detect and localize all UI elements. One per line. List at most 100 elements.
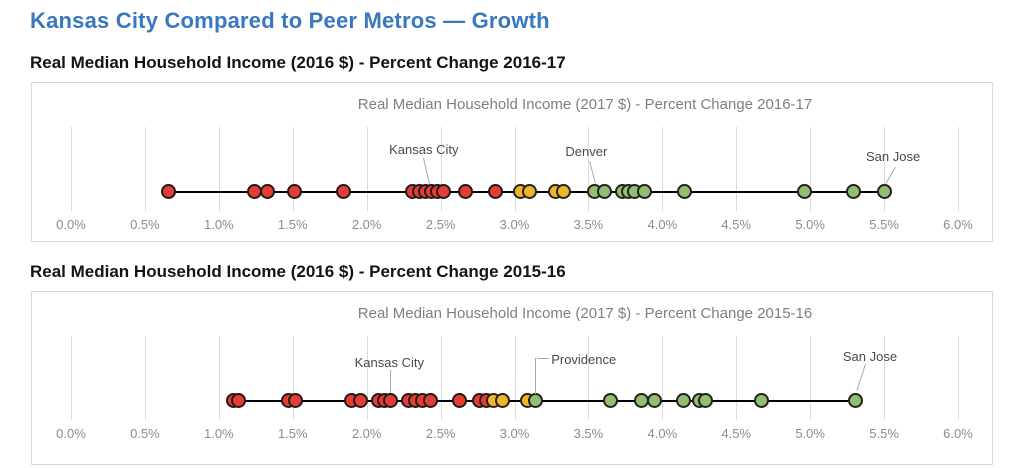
data-point <box>697 393 713 408</box>
leader-line <box>535 358 537 394</box>
x-tick-label: 3.0% <box>499 217 530 232</box>
data-point <box>848 393 864 408</box>
x-tick-label: 5.0% <box>795 217 825 232</box>
data-point <box>647 393 663 408</box>
data-point <box>353 393 369 408</box>
data-point <box>260 184 276 199</box>
gridline <box>366 336 368 420</box>
annotation-label: Providence <box>551 352 617 367</box>
data-point <box>796 184 812 199</box>
chart-title: Real Median Household Income (2017 $) - … <box>357 305 813 322</box>
x-tick-label: 2.0% <box>351 426 382 441</box>
chart-2016-17: Real Median Household Income (2017 $) - … <box>31 82 993 242</box>
data-point <box>753 393 769 408</box>
leader-line <box>589 160 597 184</box>
gridline <box>440 127 442 211</box>
x-tick-label: 3.0% <box>499 426 530 441</box>
x-tick-label: 3.5% <box>573 426 604 441</box>
gridline <box>514 336 516 420</box>
x-tick-label: 1.0% <box>204 426 234 441</box>
gridline <box>71 336 72 420</box>
gridline <box>514 127 516 211</box>
data-point <box>675 393 691 408</box>
gridline <box>736 127 738 211</box>
chart-title: Real Median Household Income (2017 $) - … <box>357 96 813 113</box>
leader-line <box>885 166 897 184</box>
annotation-label: San Jose <box>842 349 898 364</box>
x-tick-label: 1.5% <box>277 426 308 441</box>
x-tick-label: 6.0% <box>943 217 973 232</box>
data-point <box>288 393 304 408</box>
x-tick-label: 0.0% <box>56 426 86 441</box>
gridline <box>71 127 72 211</box>
gridline <box>736 336 738 420</box>
x-tick-label: 4.5% <box>721 217 752 232</box>
data-point <box>286 184 302 199</box>
x-tick-label: 5.0% <box>795 426 825 441</box>
gridline <box>366 127 368 211</box>
data-point <box>677 184 692 199</box>
data-point <box>876 184 892 199</box>
gridline <box>218 127 220 211</box>
gridline <box>292 127 294 211</box>
data-point <box>436 184 452 199</box>
gridline <box>218 336 220 420</box>
section-heading-2015-16: Real Median Household Income (2016 $) - … <box>30 262 566 281</box>
annotation-label: Denver <box>565 144 608 159</box>
gridline <box>588 336 590 420</box>
annotation-label: San Jose <box>865 149 921 164</box>
x-tick-label: 0.5% <box>130 217 160 232</box>
gridline <box>144 336 146 420</box>
x-tick-label: 0.0% <box>56 217 86 232</box>
x-tick-label: 2.5% <box>425 426 456 441</box>
x-tick-label: 5.5% <box>869 426 899 441</box>
data-point <box>335 184 351 199</box>
gridline <box>144 127 146 211</box>
data-point <box>637 184 653 199</box>
x-tick-label: 1.0% <box>204 217 234 232</box>
gridline <box>662 127 664 211</box>
gridline <box>958 127 959 211</box>
series-line <box>233 400 856 402</box>
x-tick-label: 3.5% <box>573 217 604 232</box>
data-point <box>521 184 537 199</box>
data-point <box>422 393 438 408</box>
chart-2015-16: Real Median Household Income (2017 $) - … <box>31 291 993 465</box>
x-tick-label: 1.5% <box>277 217 308 232</box>
data-point <box>527 393 543 408</box>
data-point <box>161 184 177 199</box>
data-point <box>382 393 398 408</box>
gridline <box>884 127 886 211</box>
gridline <box>662 336 664 420</box>
x-tick-label: 4.0% <box>647 217 678 232</box>
x-tick-label: 6.0% <box>943 426 973 441</box>
data-point <box>495 393 511 408</box>
data-point <box>452 393 468 408</box>
gridline <box>588 127 590 211</box>
data-point <box>230 393 246 408</box>
annotation-label: Kansas City <box>354 355 424 370</box>
gridline <box>810 336 812 420</box>
leader-line <box>390 370 392 393</box>
x-tick-label: 2.5% <box>425 217 456 232</box>
leader-line <box>856 363 866 391</box>
data-point <box>845 184 861 199</box>
x-tick-label: 0.5% <box>130 426 160 441</box>
gridline <box>292 336 294 420</box>
x-tick-label: 5.5% <box>869 217 899 232</box>
annotation-label: Kansas City <box>389 142 459 157</box>
x-tick-label: 2.0% <box>351 217 382 232</box>
data-point <box>603 393 619 408</box>
gridline <box>958 336 959 420</box>
section-heading-2016-17: Real Median Household Income (2016 $) - … <box>30 53 566 72</box>
x-tick-label: 4.5% <box>721 426 752 441</box>
leader-line <box>422 157 430 185</box>
data-point <box>458 184 474 199</box>
data-point <box>555 184 571 199</box>
leader-line-horizontal <box>537 358 550 359</box>
page-title: Kansas City Compared to Peer Metros — Gr… <box>30 8 550 33</box>
gridline <box>884 336 886 420</box>
data-point <box>487 184 503 199</box>
x-tick-label: 4.0% <box>647 426 678 441</box>
data-point <box>597 184 613 199</box>
